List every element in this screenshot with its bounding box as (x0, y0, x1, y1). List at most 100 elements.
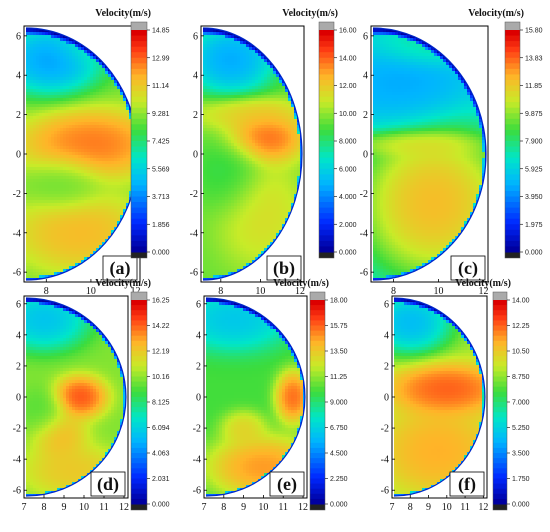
y-tick-label: 6 (196, 299, 201, 310)
y-tick-label: -4 (13, 455, 21, 466)
colorbar-tick-label: 16.00 (339, 28, 357, 35)
panel-a: 6 4 2 0 -2 -4 -6 8 10 12(a) 14.85 12.99 11.14 9.281 7.… (13, 8, 170, 297)
domain-boundary (25, 297, 127, 497)
panel-tag: (f) (458, 474, 476, 495)
colorbar-tick-label: 2.250 (330, 476, 348, 483)
colorbar-tick-label: 13.83 (525, 55, 543, 62)
y-tick-label: 0 (193, 150, 198, 161)
colorbar-tick-label: 14.00 (339, 55, 357, 62)
colorbar-tick-label: 14.00 (512, 298, 530, 305)
colorbar-overflow-cap (493, 292, 507, 300)
colorbar-underflow-cap (319, 252, 334, 258)
colorbar-tick-label: 12.99 (152, 55, 170, 62)
colorbar-tick-label: 8.750 (512, 374, 530, 381)
colorbar-underflow-cap (505, 252, 520, 258)
x-tick-label: 8 (44, 286, 49, 297)
y-tick-label: 2 (16, 361, 21, 372)
panel-tag-box (450, 255, 486, 281)
x-tick-label: 7 (22, 502, 27, 513)
x-tick-label: 8 (391, 286, 396, 297)
colorbar-tick-label: 9.281 (152, 111, 170, 118)
colorbar-overflow-cap (505, 22, 520, 30)
panel-tag: (d) (97, 474, 119, 495)
x-tick-label: 9 (241, 502, 246, 513)
y-tick-label: -2 (381, 424, 389, 435)
colorbar-tick-label: 0.000 (339, 250, 357, 257)
domain-boundary (372, 27, 487, 281)
colorbar-title: Velocity(m/s) (468, 8, 524, 19)
colorbar-tick-label: 7.900 (525, 139, 543, 146)
x-tick-label: 10 (255, 286, 265, 297)
x-tick-label: 12 (479, 286, 489, 297)
y-tick-label: 6 (16, 299, 21, 310)
colorbar-tick-label: 11.14 (152, 83, 169, 90)
panel-tag-box (266, 255, 302, 281)
x-tick-label: 7 (202, 502, 207, 513)
y-tick-label: 6 (363, 31, 368, 42)
colorbar-tick-label: 0.000 (525, 250, 543, 257)
colorbar-title: Velocity(m/s) (273, 278, 329, 289)
y-tick-label: -4 (190, 228, 198, 239)
x-tick-label: 12 (478, 502, 488, 513)
y-tick-label: -6 (190, 268, 198, 279)
colorbar-tick-label: 1.856 (152, 222, 170, 229)
y-tick-label: 2 (384, 361, 389, 372)
x-tick-label: 8 (221, 502, 226, 513)
colorbar-tick-label: 3.500 (512, 451, 530, 458)
y-tick-label: -6 (381, 486, 389, 497)
colorbar: 15.80 13.83 11.85 9.875 7.900 5.925 3.950 1.975… (504, 21, 543, 259)
colorbar-tick-label: 4.500 (330, 451, 348, 458)
colorbar-underflow-cap (493, 504, 507, 510)
colorbar-tick-label: 3.950 (525, 194, 543, 201)
colorbar: 14.00 12.25 10.50 8.750 7.000 5.250 3.500 1.750… (492, 291, 530, 511)
colorbar-tick-label: 7.425 (152, 139, 170, 146)
x-tick-label: 11 (99, 502, 109, 513)
colorbar-overflow-cap (310, 292, 325, 300)
y-tick-label: 6 (16, 31, 21, 42)
colorbar-tick-label: 3.713 (152, 194, 170, 201)
colorbar-tick-label: 15.80 (525, 28, 543, 35)
domain-boundary (202, 27, 303, 281)
x-tick-label: 12 (119, 502, 129, 513)
colorbar-tick-label: 14.85 (152, 28, 170, 35)
y-tick-label: -6 (13, 268, 21, 279)
x-tick-label: 7 (390, 502, 395, 513)
colorbar-tick-label: 16.25 (152, 298, 170, 305)
colorbar: 18.00 15.75 13.50 11.25 9.000 6.750 4.500 2.250… (309, 291, 348, 511)
y-tick-label: -6 (13, 486, 21, 497)
colorbar-tick-label: 5.250 (512, 425, 530, 432)
colorbar: 16.25 14.22 12.19 10.16 8.125 6.094 4.063 2.031… (130, 291, 170, 511)
y-tick-label: 6 (193, 31, 198, 42)
colorbar-tick-label: 6.094 (152, 425, 170, 432)
colorbar-tick-label: 10.00 (339, 111, 357, 118)
colorbar-tick-label: 8.125 (152, 400, 170, 407)
colorbar-tick-label: 15.75 (330, 323, 348, 330)
panel-tag: (e) (277, 474, 297, 495)
colorbar-tick-label: 11.25 (330, 374, 347, 381)
y-tick-label: 6 (384, 299, 389, 310)
colorbar-tick-label: 10.50 (512, 349, 530, 356)
colorbar-tick-label: 7.000 (512, 400, 530, 407)
y-tick-label: 0 (16, 393, 21, 404)
domain-boundary (205, 297, 306, 497)
y-tick-label: 4 (384, 330, 389, 341)
y-tick-label: 0 (16, 150, 21, 161)
colorbar-overflow-cap (131, 292, 147, 300)
x-tick-label: 9 (62, 502, 67, 513)
colorbar-tick-label: 2.000 (339, 222, 357, 229)
y-tick-label: -4 (13, 228, 21, 239)
colorbar-tick-label: 0.000 (330, 502, 348, 509)
x-tick-label: 10 (86, 286, 96, 297)
y-tick-label: 2 (16, 110, 21, 121)
colorbar-underflow-cap (310, 504, 325, 510)
y-tick-label: 0 (384, 393, 389, 404)
x-tick-label: 10 (79, 502, 89, 513)
colorbar-tick-label: 2.031 (152, 476, 170, 483)
y-tick-label: 4 (16, 71, 21, 82)
y-tick-label: -6 (360, 268, 368, 279)
x-tick-label: 11 (278, 502, 288, 513)
x-tick-label: 10 (442, 502, 452, 513)
y-tick-label: 4 (16, 330, 21, 341)
x-tick-label: 8 (408, 502, 413, 513)
